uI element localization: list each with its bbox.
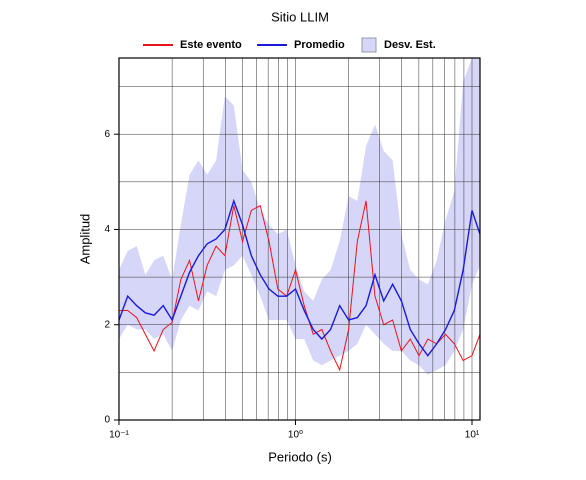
legend-label: Este evento — [180, 39, 242, 51]
legend-label: Desv. Est. — [384, 39, 436, 51]
y-tick-label: 6 — [104, 129, 110, 140]
y-tick-label: 4 — [104, 224, 110, 235]
y-tick-label: 2 — [104, 319, 110, 330]
legend-swatch — [361, 37, 377, 53]
chart-title: Sitio LLIM — [271, 9, 329, 24]
x-tick-label: 10⁻¹ — [109, 430, 129, 441]
x-tick-label: 10⁰ — [288, 430, 303, 441]
y-tick-label: 0 — [104, 415, 110, 426]
series-line — [118, 198, 481, 357]
x-axis-label: Periodo (s) — [268, 449, 332, 464]
x-tick-label: 10¹ — [465, 430, 480, 441]
plot-frame — [118, 57, 481, 421]
std-band — [119, 58, 480, 375]
y-axis-label: Amplitud — [77, 214, 92, 265]
series-line — [119, 200, 481, 372]
legend-label: Promedio — [294, 39, 345, 51]
